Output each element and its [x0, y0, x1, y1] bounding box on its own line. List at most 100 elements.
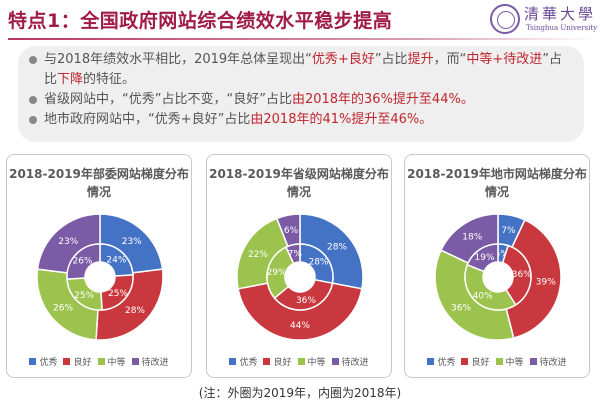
slide-title: 特点1：全国政府网站综合绩效水平稳步提高 [8, 10, 393, 32]
outer-ring-value-label: 23% [122, 237, 142, 247]
legend-entry: 待改进 [131, 355, 169, 368]
inner-ring-value-label: 5% [495, 249, 510, 259]
legend-entry: 中等 [97, 355, 126, 368]
inner-ring-slice-待改进 [284, 243, 301, 265]
outer-ring-value-label: 28% [327, 242, 347, 252]
inner-ring-value-label: 19% [475, 253, 495, 263]
inner-ring-value-label: 25% [74, 291, 94, 301]
slide-header: 特点1：全国政府网站综合绩效水平稳步提高 清華大學 Tsinghua Unive… [0, 0, 600, 40]
bullet-text: ”占比 [374, 52, 408, 67]
chart-title: 2018-2019年部委网站梯度分布情况 [9, 167, 189, 199]
donut-chart-city: 7%39%36%18%5%36%40%19% [434, 213, 562, 341]
chart-card-ministry: 2018-2019年部委网站梯度分布情况 23% 28% 26% 23% 24% 25% 2… [6, 154, 192, 378]
tsinghua-seal-icon [490, 4, 520, 34]
legend-swatch [63, 358, 71, 365]
highlight-text: 提升 [407, 52, 434, 67]
bullet-text: 地市政府网站中，“优秀+良好”占比 [44, 112, 251, 127]
chart-legend: 优秀 良好 中等 待改进 [207, 355, 391, 368]
outer-ring-value-label: 22% [248, 250, 268, 260]
highlight-text: 由2018年的36%提升至44%。 [291, 92, 474, 107]
chart-card-province: 2018-2019年省级网站梯度分布情况 28% 44% 22% 6% 28% 36% 29… [206, 154, 392, 378]
highlight-text: 中等+待改进 [466, 52, 543, 67]
chart-card-city: 2018-2019年地市网站梯度分布情况 7% 39% 36% 18% 5% 36% 40%… [404, 154, 590, 378]
logo-english-name: Tsinghua University [526, 24, 598, 32]
logo-chinese-name: 清華大學 [524, 5, 597, 23]
legend-label: 优秀 [437, 358, 456, 368]
highlight-text: 优秀+良好 [311, 52, 375, 67]
legend-entry: 良好 [263, 355, 292, 368]
legend-swatch [331, 358, 339, 365]
outer-ring-value-label: 44% [290, 321, 310, 331]
inner-ring-slice-良好 [501, 244, 532, 306]
legend-entry: 优秀 [29, 355, 57, 368]
inner-ring-value-label: 25% [108, 289, 128, 299]
summary-bullet: 省级网站中，“优秀”占比不变，“良好”占比由2018年的36%提升至44%。 [28, 90, 572, 110]
legend-entry: 良好 [461, 355, 490, 368]
inner-ring-value-label: 36% [512, 270, 532, 280]
donut-chart-ministry: 23%28%26%23%24%25%25%26% [36, 213, 164, 341]
bullet-text: ，而“ [433, 52, 467, 67]
legend-entry: 待改进 [529, 355, 567, 368]
legend-swatch [263, 358, 271, 365]
legend-label: 待改进 [341, 358, 369, 368]
chart-title: 2018-2019年地市网站梯度分布情况 [407, 167, 587, 199]
legend-entry: 良好 [63, 355, 92, 368]
legend-label: 中等 [107, 358, 126, 368]
bullet-text: 的特征。 [83, 72, 136, 87]
inner-ring-slice-良好 [273, 278, 334, 311]
outer-ring-value-label: 28% [125, 306, 145, 316]
legend-label: 优秀 [239, 358, 258, 368]
legend-swatch [427, 358, 435, 365]
outer-ring-value-label: 6% [284, 226, 299, 236]
legend-swatch [461, 358, 469, 365]
donut-chart-province: 28% 44% 22% 6% 28% 36% 29%7% [236, 213, 364, 341]
legend-swatch [131, 358, 139, 365]
inner-ring-value-label: 36% [296, 296, 316, 306]
inner-ring-value-label: 7% [288, 250, 303, 260]
outer-ring-value-label: 23% [58, 237, 78, 247]
bullet-text: 与2018年绩效水平相比，2019年总体呈现出“ [44, 52, 312, 67]
highlight-text: 由2018年的41%提升至46%。 [250, 112, 433, 127]
outer-ring-value-label: 7% [501, 226, 516, 236]
legend-label: 良好 [273, 358, 292, 368]
legend-entry: 中等 [495, 355, 524, 368]
inner-ring-slice-待改进 [66, 243, 101, 280]
legend-entry: 优秀 [229, 355, 257, 368]
legend-swatch [297, 358, 305, 365]
legend-label: 待改进 [141, 358, 169, 368]
inner-ring-value-label: 40% [473, 291, 493, 301]
legend-swatch [495, 358, 503, 365]
legend-entry: 优秀 [427, 355, 455, 368]
inner-ring-value-label: 29% [267, 268, 287, 278]
chart-legend: 优秀 良好 中等 待改进 [7, 355, 191, 368]
legend-swatch [229, 358, 237, 365]
summary-bullet: 地市政府网站中，“优秀+良好”占比由2018年的41%提升至46%。 [28, 110, 572, 130]
bullet-text: 省级网站中，“优秀”占比不变，“良好”占比 [44, 92, 292, 107]
inner-ring-slice-待改进 [466, 243, 499, 273]
legend-swatch [29, 358, 37, 365]
legend-swatch [529, 358, 537, 365]
outer-ring-value-label: 18% [462, 232, 482, 242]
summary-bullet: 与2018年绩效水平相比，2019年总体呈现出“优秀+良好”占比提升，而“中等+… [28, 50, 572, 90]
outer-ring-value-label: 26% [53, 304, 73, 314]
inner-ring-value-label: 28% [308, 258, 328, 268]
legend-entry: 中等 [297, 355, 326, 368]
inner-ring-value-label: 24% [106, 256, 126, 266]
bullet-text: ”占比 [44, 52, 562, 87]
legend-label: 良好 [471, 358, 490, 368]
legend-entry: 待改进 [331, 355, 369, 368]
summary-bullet-box: 与2018年绩效水平相比，2019年总体呈现出“优秀+良好”占比提升，而“中等+… [18, 46, 584, 142]
outer-ring-value-label: 36% [451, 304, 471, 314]
inner-ring-value-label: 26% [72, 257, 92, 267]
highlight-text: 下降 [57, 72, 84, 87]
chart-legend: 优秀 良好 中等 待改进 [405, 355, 589, 368]
chart-title: 2018-2019年省级网站梯度分布情况 [209, 167, 389, 199]
outer-ring-value-label: 39% [536, 278, 556, 288]
legend-swatch [97, 358, 105, 365]
legend-label: 中等 [505, 358, 524, 368]
chart-footnote: (注：外圈为2019年，内圈为2018年) [198, 386, 402, 400]
legend-label: 中等 [307, 358, 326, 368]
legend-label: 良好 [73, 358, 92, 368]
legend-label: 待改进 [539, 358, 567, 368]
inner-ring-slice-中等 [464, 263, 517, 311]
